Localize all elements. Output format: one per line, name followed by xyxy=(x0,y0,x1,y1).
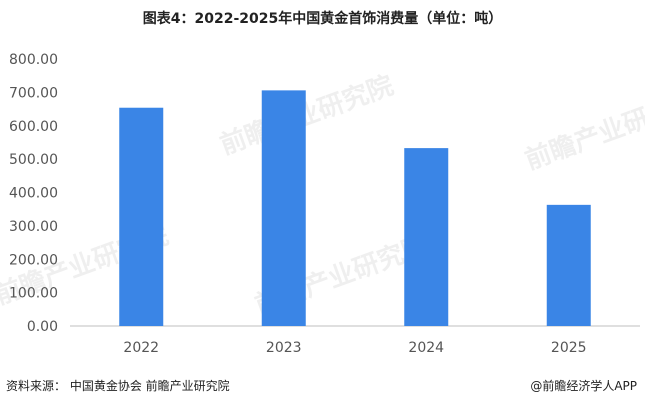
x-tick-label: 2025 xyxy=(551,340,587,356)
bar xyxy=(404,148,449,326)
y-tick-label: 200.00 xyxy=(9,252,58,268)
bar xyxy=(119,107,164,326)
y-tick-label: 500.00 xyxy=(9,152,58,168)
chart-title: 图表4：2022-2025年中国黄金首饰消费量（单位：吨） xyxy=(142,11,503,27)
x-tick-label: 2024 xyxy=(408,340,444,356)
bar xyxy=(261,90,306,326)
bar-chart: 0.00 100.00 200.00 300.00 400.00 500.00 600.00… xyxy=(9,52,640,356)
x-tick-label: 2022 xyxy=(123,340,159,356)
y-tick-label: 700.00 xyxy=(9,85,58,101)
bar xyxy=(546,204,591,326)
y-tick-label: 400.00 xyxy=(9,186,58,202)
brand-note: @前瞻经济学人APP xyxy=(530,379,637,393)
y-tick-label: 0.00 xyxy=(27,319,58,335)
y-tick-label: 300.00 xyxy=(9,219,58,235)
y-tick-label: 600.00 xyxy=(9,119,58,135)
y-tick-label: 800.00 xyxy=(9,52,58,68)
y-tick-label: 100.00 xyxy=(9,286,58,302)
x-tick-label: 2023 xyxy=(266,340,302,356)
source-note: 资料来源： 中国黄金协会 前瞻产业研究院 xyxy=(6,379,230,393)
